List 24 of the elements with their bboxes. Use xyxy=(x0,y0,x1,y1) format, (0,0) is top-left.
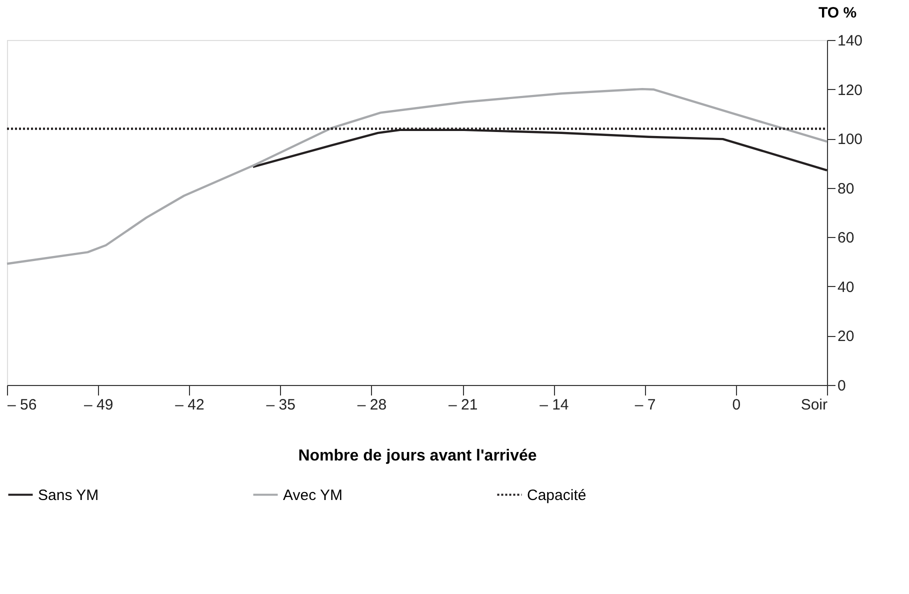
x-tick-label: – 21 xyxy=(448,396,478,414)
y-tick-label: 100 xyxy=(838,131,863,148)
y-tick-label: 60 xyxy=(838,230,854,247)
x-tick-label: Soir xyxy=(800,396,828,414)
x-tick-label: – 14 xyxy=(540,396,569,414)
legend-label: Capacité xyxy=(527,486,586,504)
x-tick-label: – 28 xyxy=(357,396,387,414)
y-tick-label: 120 xyxy=(838,82,863,99)
x-tick-label: – 42 xyxy=(175,396,204,414)
line-series xyxy=(6,88,828,265)
y-tick-label: 0 xyxy=(838,378,846,394)
x-tick-label: 0 xyxy=(732,396,741,414)
x-axis-title: Nombre de jours avant l'arrivée xyxy=(298,448,537,464)
y-axis-title: TO % xyxy=(818,4,857,22)
x-tick-label: – 35 xyxy=(266,396,296,414)
y-tick-label: 20 xyxy=(838,328,854,346)
x-tick-label: – 49 xyxy=(84,396,114,414)
y-tick-label: 140 xyxy=(838,32,863,50)
x-tick-label: – 56 xyxy=(8,396,37,414)
y-tick-label: 40 xyxy=(838,278,854,296)
x-tick-label: – 7 xyxy=(634,396,656,414)
legend-label: Avec YM xyxy=(283,486,342,504)
y-tick-label: 80 xyxy=(838,180,854,198)
legend-label: Sans YM xyxy=(38,486,99,504)
